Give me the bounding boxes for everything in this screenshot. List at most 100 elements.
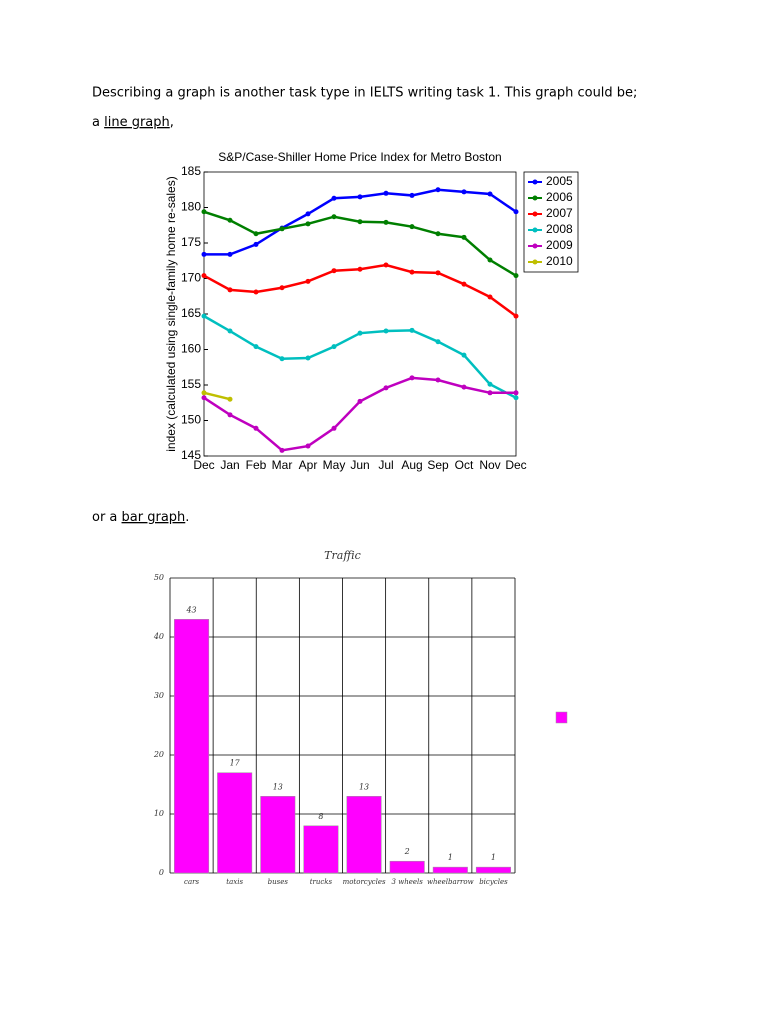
point [253,231,259,237]
point [331,214,337,220]
chart-title: S&P/Case-Shiller Home Price Index for Me… [218,150,501,164]
point [461,189,467,195]
line-caption: a line graph, [92,115,174,130]
y-tick-label: 0 [159,868,164,877]
value-label: 1 [491,853,496,862]
point [487,294,493,300]
legend-label: 2007 [546,206,573,220]
text: or a [92,510,122,525]
point [253,344,259,350]
x-tick-label: Nov [479,458,500,472]
point [487,191,493,197]
point [409,269,415,275]
point [201,251,207,257]
point [383,219,389,225]
point [201,390,207,396]
point [487,381,493,387]
plot-frame [203,171,517,457]
y-tick-label: 20 [153,750,164,759]
link[interactable]: line graph [104,115,170,130]
point [435,377,441,383]
point [487,257,493,263]
point [383,328,389,334]
point [409,327,415,333]
point [357,194,363,200]
x-tick-label: Oct [455,458,474,472]
value-label: 13 [359,782,369,791]
x-tick-label: bicycles [479,878,508,886]
x-tick-label: May [323,458,346,472]
value-label: 8 [318,812,323,821]
point [201,209,207,215]
legend-marker [532,243,538,249]
point [513,395,519,401]
point [461,352,467,358]
bar [475,866,511,874]
point [227,328,233,334]
point [201,313,207,319]
y-tick-label: 50 [154,573,164,582]
x-tick-label: 3 wheels [392,878,424,886]
x-tick-label: Jul [378,458,393,472]
y-tick-label: 40 [153,632,164,641]
x-tick-label: Jan [220,458,239,472]
point [461,281,467,287]
point [357,266,363,272]
legend-label: 2008 [546,222,573,236]
y-tick-label: 160 [181,342,201,356]
series-line [203,376,516,452]
point [357,330,363,336]
y-axis-label: index (calculated using single-family ho… [164,176,178,451]
legend-label: 2006 [546,190,573,204]
y-tick-label: 185 [181,164,201,178]
point [513,390,519,396]
legend-marker [532,259,538,265]
series-line [203,315,517,399]
value-label: 2 [404,847,410,856]
y-tick-label: 145 [181,448,201,462]
point [253,289,259,295]
legend-marker [532,179,538,185]
bar [174,619,210,874]
point [201,395,207,401]
series-line [203,263,517,318]
bar [260,796,296,874]
x-tick-label: Dec [193,458,214,472]
point [305,443,311,449]
intro: Describing a graph is another task type … [92,86,637,101]
point [227,251,233,257]
point [331,268,337,274]
bar-chart: Traffic 0 10 20 30 40 50 43 cars 17 taxis 13 buses 8 t… [153,549,516,886]
value-label: 17 [230,759,241,768]
point [383,190,389,196]
x-tick-label: wheelbarrow [427,878,474,886]
legend-marker [532,227,538,233]
value-label: 1 [448,853,453,862]
bar [389,860,425,874]
point [201,273,207,279]
point [435,231,441,237]
x-tick-label: Apr [299,458,318,472]
point [305,278,311,284]
point [253,425,259,431]
point [461,234,467,240]
point [513,313,519,319]
legend-swatch [555,711,568,724]
point [305,211,311,217]
y-tick-label: 155 [181,377,201,391]
point [331,195,337,201]
point [305,355,311,361]
bar [303,825,339,874]
point [435,270,441,276]
y-tick-label: 165 [181,306,201,320]
link[interactable]: bar graph [122,510,186,525]
point [409,375,415,381]
bar [217,772,253,874]
y-tick-label: 170 [181,271,201,285]
x-tick-label: cars [184,878,199,886]
point [409,224,415,230]
text: . [185,510,189,525]
bar [346,796,382,874]
bar [432,866,468,874]
